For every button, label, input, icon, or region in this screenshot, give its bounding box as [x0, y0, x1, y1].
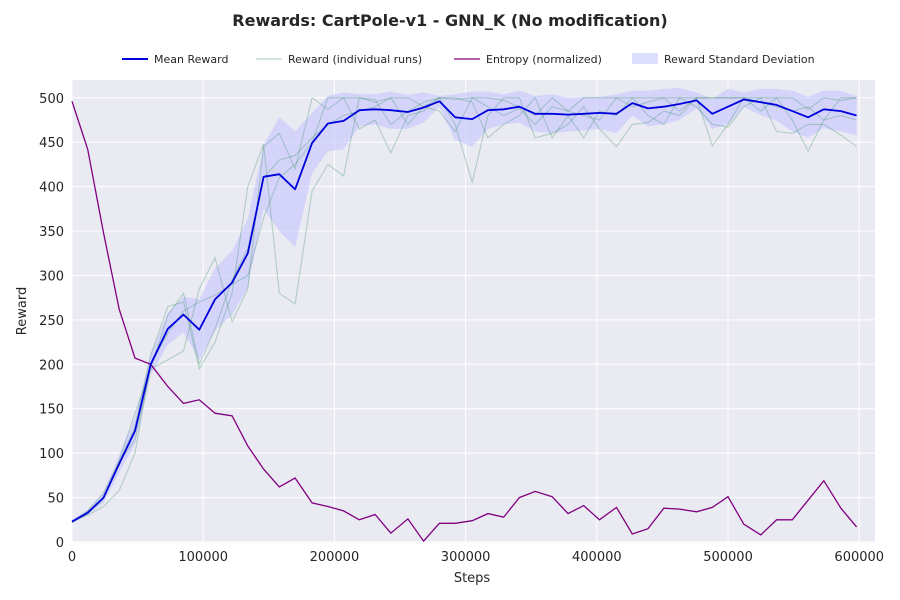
entropy-line — [71, 101, 858, 543]
individual-run-line — [71, 96, 857, 522]
individual-run-line — [71, 97, 857, 523]
x-tick-label: 100000 — [178, 550, 228, 565]
y-tick-label: 50 — [47, 492, 64, 507]
y-tick-label: 450 — [39, 136, 64, 151]
y-tick-label: 200 — [39, 358, 64, 373]
mean-reward-line — [71, 98, 857, 523]
x-tick-labels: 0 100000 200000 300000 400000 500000 600000 — [68, 550, 884, 565]
individual-run-line — [71, 96, 857, 523]
legend: Mean Reward Reward (individual runs) Ent… — [122, 53, 815, 66]
grid-lines — [71, 80, 875, 543]
y-tick-labels: 0 50 100 150 200 250 300 350 400 450 500 — [39, 92, 64, 551]
legend-label-runs: Reward (individual runs) — [288, 53, 422, 66]
y-tick-label: 350 — [39, 225, 64, 240]
y-tick-label: 250 — [39, 314, 64, 329]
mean-reward-layer — [71, 98, 857, 523]
legend-label-band: Reward Standard Deviation — [664, 53, 815, 66]
legend-label-entropy: Entropy (normalized) — [486, 53, 602, 66]
x-tick-label: 0 — [68, 550, 76, 565]
x-tick-label: 500000 — [703, 550, 753, 565]
individual-runs-layer — [71, 96, 857, 523]
y-tick-label: 500 — [39, 92, 64, 107]
y-tick-label: 300 — [39, 269, 64, 284]
x-axis-label: Steps — [454, 571, 491, 586]
y-tick-label: 400 — [39, 181, 64, 196]
std-band-layer — [72, 88, 857, 524]
x-tick-label: 400000 — [572, 550, 622, 565]
entropy-layer — [71, 101, 858, 543]
y-axis-label: Reward — [15, 287, 30, 335]
x-tick-label: 200000 — [310, 550, 360, 565]
std-band — [72, 88, 857, 524]
y-tick-label: 100 — [39, 447, 64, 462]
individual-run-line — [71, 96, 857, 523]
x-tick-label: 300000 — [441, 550, 491, 565]
x-tick-label: 600000 — [834, 550, 884, 565]
y-tick-label: 150 — [39, 403, 64, 418]
chart-title: Rewards: CartPole-v1 - GNN_K (No modific… — [232, 11, 667, 30]
y-tick-label: 0 — [56, 536, 64, 551]
legend-label-mean: Mean Reward — [154, 53, 228, 66]
legend-swatch-band — [632, 53, 658, 64]
